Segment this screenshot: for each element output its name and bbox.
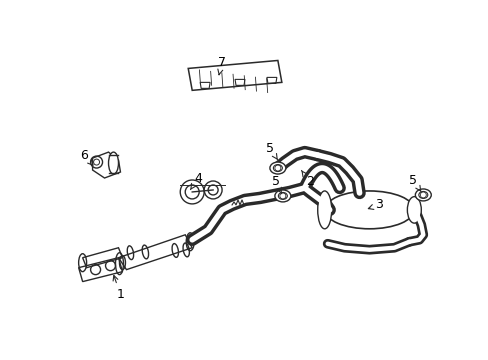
Text: 3: 3 xyxy=(367,198,383,211)
Ellipse shape xyxy=(108,152,118,174)
Ellipse shape xyxy=(317,191,331,229)
Ellipse shape xyxy=(274,190,290,202)
Text: 5: 5 xyxy=(408,174,420,192)
Text: 7: 7 xyxy=(218,56,225,75)
Text: 6: 6 xyxy=(80,149,93,165)
Text: 5: 5 xyxy=(265,141,277,160)
Ellipse shape xyxy=(414,189,430,201)
Text: 2: 2 xyxy=(301,170,313,189)
Ellipse shape xyxy=(324,191,413,229)
Ellipse shape xyxy=(407,197,421,223)
Ellipse shape xyxy=(269,162,285,174)
Text: 1: 1 xyxy=(113,275,124,301)
Text: 5: 5 xyxy=(271,175,281,194)
Text: 4: 4 xyxy=(190,171,202,190)
